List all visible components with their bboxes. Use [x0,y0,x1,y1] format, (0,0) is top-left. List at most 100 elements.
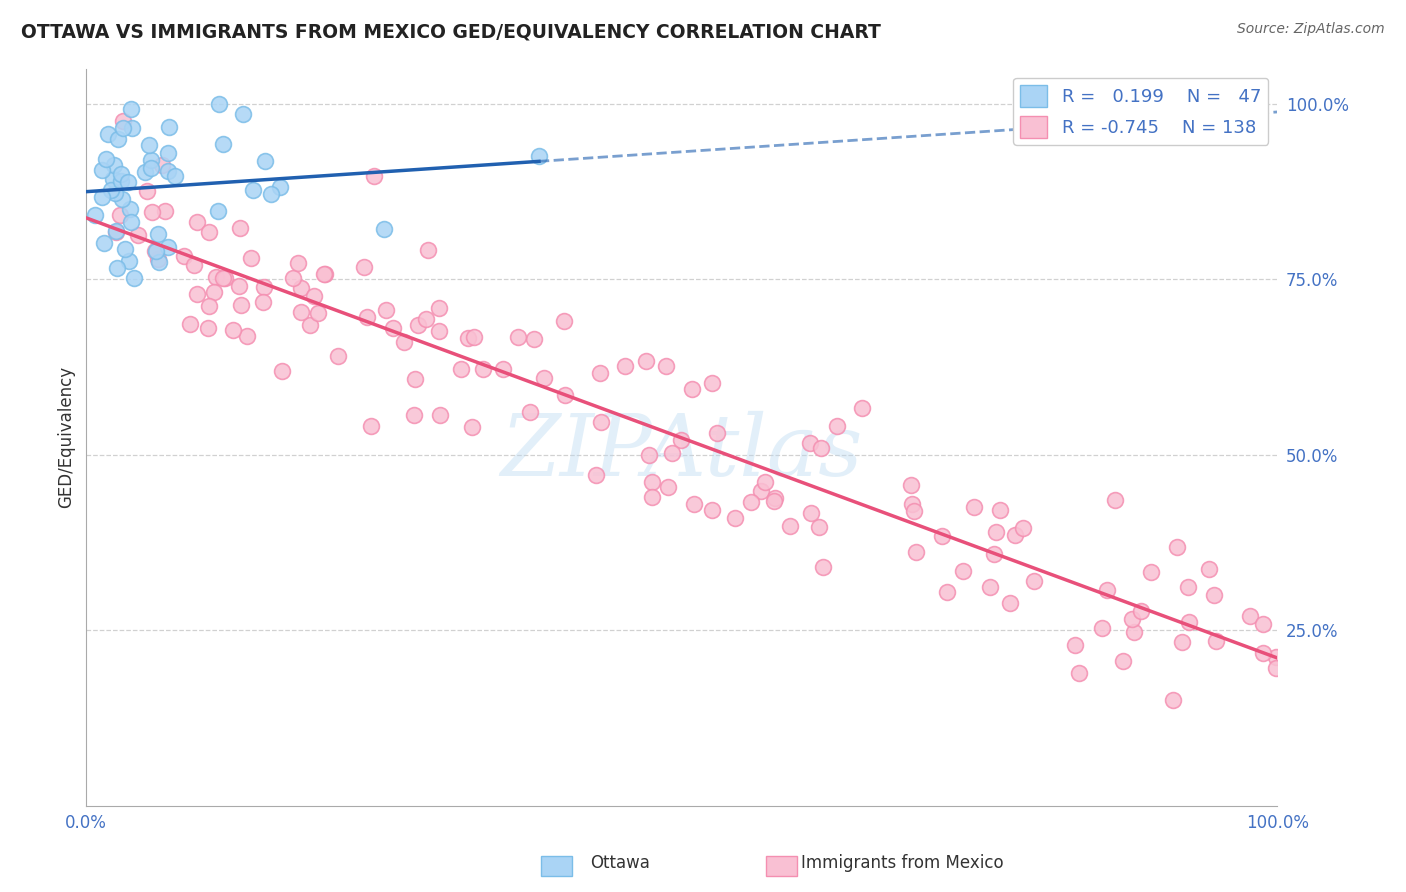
Point [931,529,953,543]
Point [153,203,176,218]
Point [156,146,179,161]
Point [197,225,219,239]
Point [418,243,440,257]
Point [1265,650,1288,665]
Point [198,299,221,313]
Point [105,260,128,275]
Point [235,329,257,343]
Point [1264,661,1286,675]
Point [146,252,169,266]
Point [353,260,375,274]
Point [110,174,132,188]
Point [671,433,693,447]
Point [110,167,132,181]
Point [104,225,127,239]
Point [810,441,832,455]
Point [373,222,395,236]
Text: Ottawa: Ottawa [591,855,651,872]
Point [554,388,576,402]
Point [114,242,136,256]
Point [427,301,450,315]
Point [307,306,329,320]
Point [523,332,546,346]
Point [84,208,107,222]
Point [179,317,201,331]
Point [634,353,657,368]
Point [1067,666,1090,681]
Point [988,503,1011,517]
Point [139,161,162,176]
Point [800,506,823,520]
Point [127,228,149,243]
Point [150,158,173,172]
Point [508,330,530,344]
Point [1177,580,1199,594]
Point [1177,615,1199,629]
Point [392,334,415,349]
Point [702,376,724,390]
Point [553,314,575,328]
Point [202,285,225,299]
Point [825,418,848,433]
Point [427,324,450,338]
Point [492,361,515,376]
Point [585,467,607,482]
Point [186,215,208,229]
Point [754,475,776,489]
Point [415,311,437,326]
Point [120,214,142,228]
Point [1095,582,1118,597]
Point [229,298,252,312]
Point [228,278,250,293]
Point [90,162,112,177]
Point [1130,604,1153,618]
Point [118,202,141,217]
Point [124,271,146,285]
Point [683,497,706,511]
Point [706,425,728,440]
Point [208,96,231,111]
Point [112,114,135,128]
Point [903,504,925,518]
Point [589,415,612,429]
Point [135,184,157,198]
Point [1121,612,1143,626]
Point [120,102,142,116]
Point [148,227,170,242]
Point [406,318,429,332]
Point [204,269,226,284]
Point [260,187,283,202]
Point [232,107,254,121]
Point [1198,561,1220,575]
Point [326,349,349,363]
Point [375,302,398,317]
Point [93,235,115,250]
Point [1163,693,1185,707]
Point [1022,574,1045,588]
Point [1004,528,1026,542]
Point [724,511,747,525]
Point [952,564,974,578]
Point [1204,588,1226,602]
Point [242,183,264,197]
Point [1000,596,1022,610]
Point [381,321,404,335]
Text: Source: ZipAtlas.com: Source: ZipAtlas.com [1237,22,1385,37]
Point [211,271,233,285]
Point [138,137,160,152]
Point [1139,565,1161,579]
Point [145,244,167,259]
Point [1251,617,1274,632]
Point [983,548,1005,562]
Point [100,183,122,197]
Point [156,240,179,254]
Point [163,169,186,184]
Point [404,408,426,422]
Point [904,545,927,559]
Point [108,208,131,222]
Point [207,203,229,218]
Point [139,153,162,167]
Point [186,286,208,301]
Point [655,359,678,374]
Point [740,494,762,508]
